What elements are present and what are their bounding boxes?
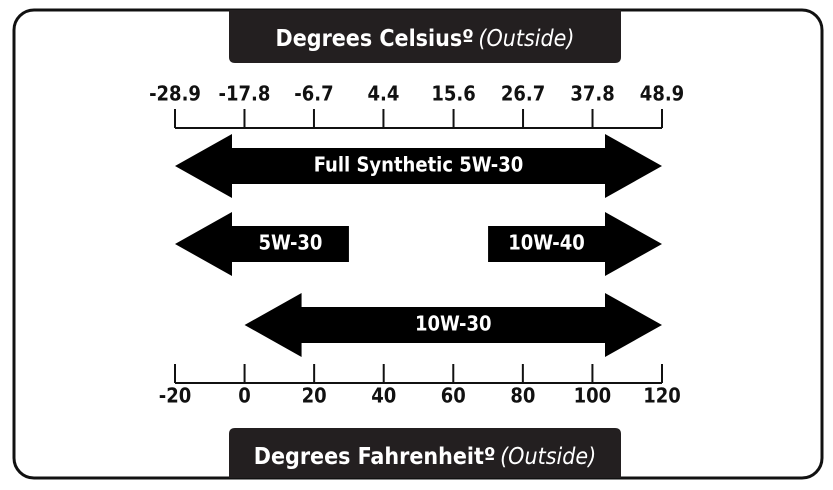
axis-qualifier: (Outside) [500, 444, 596, 470]
celsius-title: Degrees Celsiusº (Outside) [276, 26, 575, 52]
tick-label: 60 [441, 384, 466, 408]
tick-label: -20 [159, 384, 192, 408]
tick-label: 120 [643, 384, 681, 408]
tick-label: 80 [510, 384, 535, 408]
fahrenheit-title: Degrees Fahrenheitº (Outside) [254, 444, 596, 470]
tick-label: -17.8 [219, 82, 271, 106]
tick-label: 37.8 [570, 82, 614, 106]
tick-label: 40 [371, 384, 396, 408]
range-label: 10W-40 [508, 231, 585, 255]
title-box [229, 10, 621, 63]
range-arrow [175, 134, 662, 198]
tick-label: 15.6 [431, 82, 475, 106]
tick-label: 26.7 [501, 82, 545, 106]
tick-label: -28.9 [149, 82, 201, 106]
range-arrow [244, 293, 663, 357]
tick-label: -6.7 [294, 82, 333, 106]
range-label: 5W-30 [258, 231, 322, 255]
tick-label: 48.9 [640, 82, 684, 106]
range-label: 10W-30 [415, 312, 492, 336]
range-arrow [175, 212, 349, 276]
range-arrow [488, 212, 662, 276]
axis-qualifier: (Outside) [478, 26, 574, 52]
tick-label: 0 [238, 384, 251, 408]
tick-label: 20 [302, 384, 327, 408]
frame [12, 8, 824, 480]
axis-title: Degrees Celsiusº [276, 26, 474, 52]
axis-title: Degrees Fahrenheitº [254, 444, 496, 470]
tick-label: 4.4 [368, 82, 400, 106]
tick-label: 100 [574, 384, 612, 408]
range-label: Full Synthetic 5W-30 [314, 153, 524, 177]
title-box [229, 428, 621, 478]
